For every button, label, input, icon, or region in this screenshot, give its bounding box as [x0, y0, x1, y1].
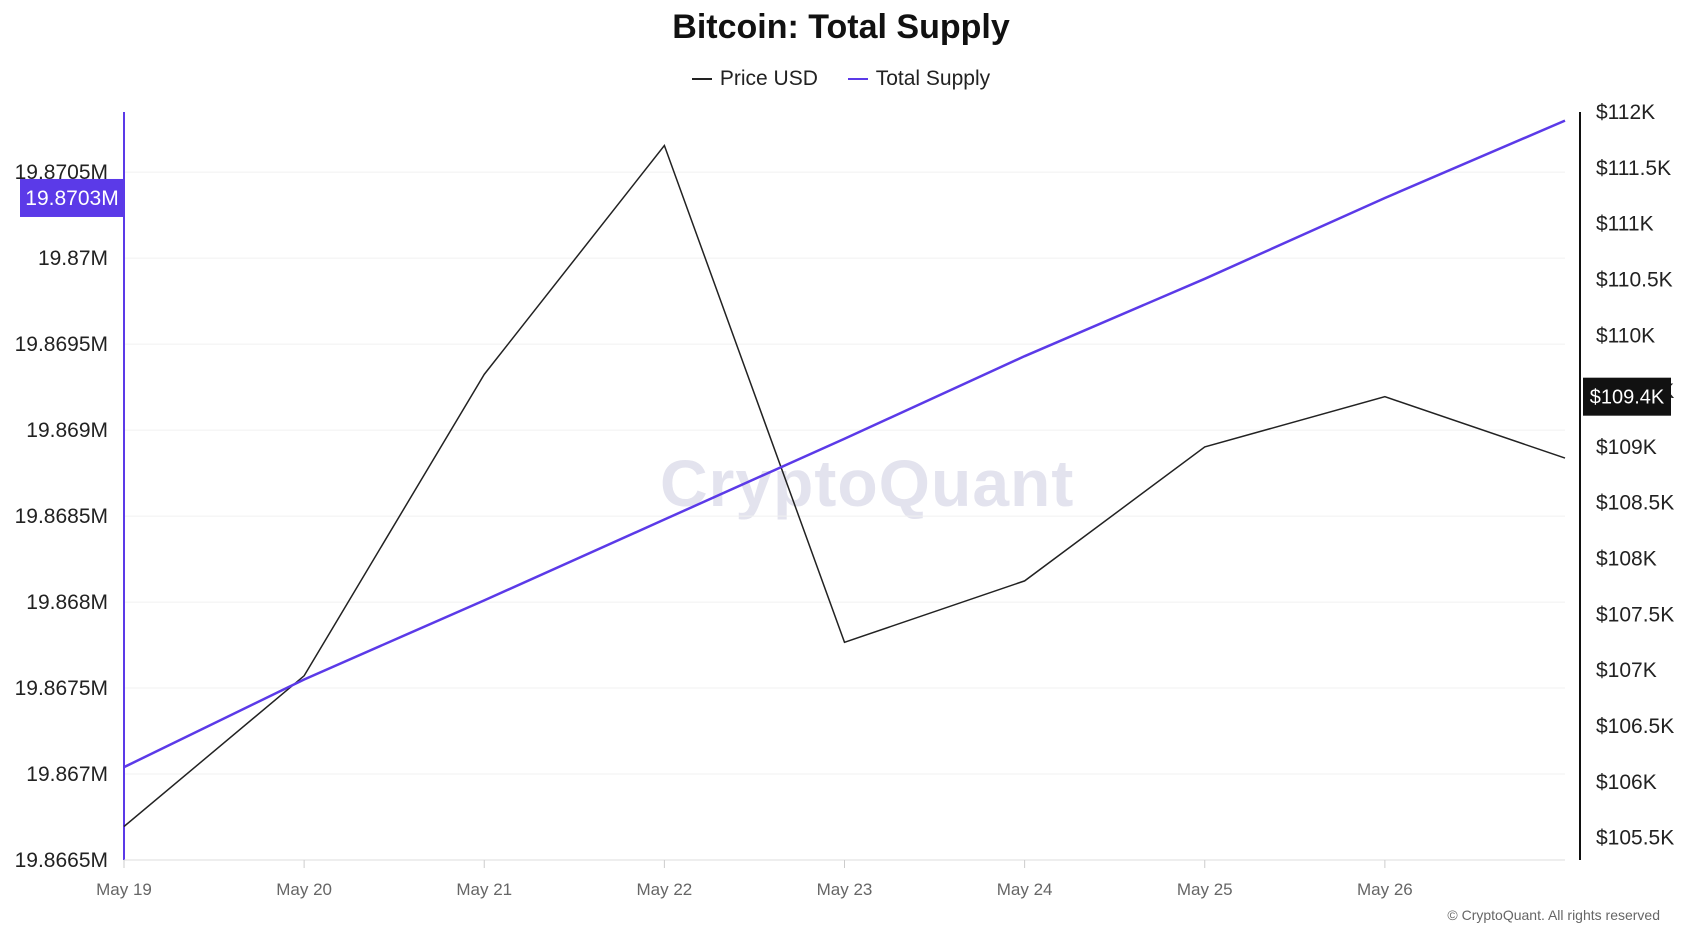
right-current-badge: [1583, 377, 1671, 416]
legend-item-supply[interactable]: Total Supply: [847, 67, 991, 91]
x-tick-label: May 20: [276, 880, 332, 899]
right-tick-label: $109K: [1596, 436, 1657, 459]
left-tick-label: 19.8665M: [15, 849, 108, 872]
right-tick-label: $106K: [1596, 771, 1657, 794]
right-tick-label: $111.5K: [1596, 157, 1671, 180]
left-tick-label: 19.8695M: [15, 333, 108, 356]
right-tick-label: $108K: [1596, 548, 1657, 571]
x-tick-label: May 21: [456, 880, 512, 899]
right-tick-label: $110K: [1596, 324, 1655, 347]
watermark: CryptoQuant: [660, 446, 1075, 520]
right-tick-label: $105.5K: [1596, 827, 1674, 850]
legend-label-price: Price USD: [719, 67, 818, 90]
x-tick-label: May 26: [1357, 880, 1413, 899]
x-tick-label: May 19: [96, 880, 152, 899]
right-tick-label: $110.5K: [1596, 268, 1673, 291]
right-tick-label: $106.5K: [1596, 715, 1674, 738]
left-tick-label: 19.87M: [38, 247, 108, 270]
left-tick-label: 19.8705M: [15, 161, 108, 184]
left-tick-label: 19.8685M: [15, 505, 108, 528]
right-tick-label: $108.5K: [1596, 492, 1674, 515]
right-tick-label: $111K: [1596, 213, 1654, 236]
right-tick-label: $107K: [1596, 659, 1657, 682]
x-tick-label: May 23: [817, 880, 873, 899]
x-tick-label: May 22: [637, 880, 693, 899]
legend-label-supply: Total Supply: [875, 67, 991, 90]
left-tick-label: 19.868M: [26, 591, 108, 614]
copyright-footer: © CryptoQuant. All rights reserved: [1447, 907, 1660, 923]
left-tick-label: 19.8675M: [15, 677, 108, 700]
left-tick-label: 19.869M: [26, 419, 108, 442]
left-tick-label: 19.867M: [26, 763, 108, 786]
right-current-label: $109.4K: [1590, 387, 1665, 409]
legend-swatch-price: [691, 78, 712, 80]
series-line-total-supply: [123, 119, 1566, 769]
legend-swatch-supply: [847, 78, 868, 80]
legend-item-price[interactable]: Price USD: [691, 67, 818, 91]
legend: Price USD Total Supply: [0, 62, 1682, 91]
x-tick-label: May 25: [1177, 880, 1233, 899]
right-tick-label: $112K: [1596, 101, 1655, 124]
left-current-badge: [20, 178, 124, 217]
right-tick-label: $107.5K: [1596, 603, 1674, 626]
chart-title: Bitcoin: Total Supply: [672, 8, 1010, 46]
series-line-price-usd: [123, 143, 1566, 828]
left-current-label: 19.8703M: [25, 187, 118, 210]
x-tick-label: May 24: [997, 880, 1053, 899]
